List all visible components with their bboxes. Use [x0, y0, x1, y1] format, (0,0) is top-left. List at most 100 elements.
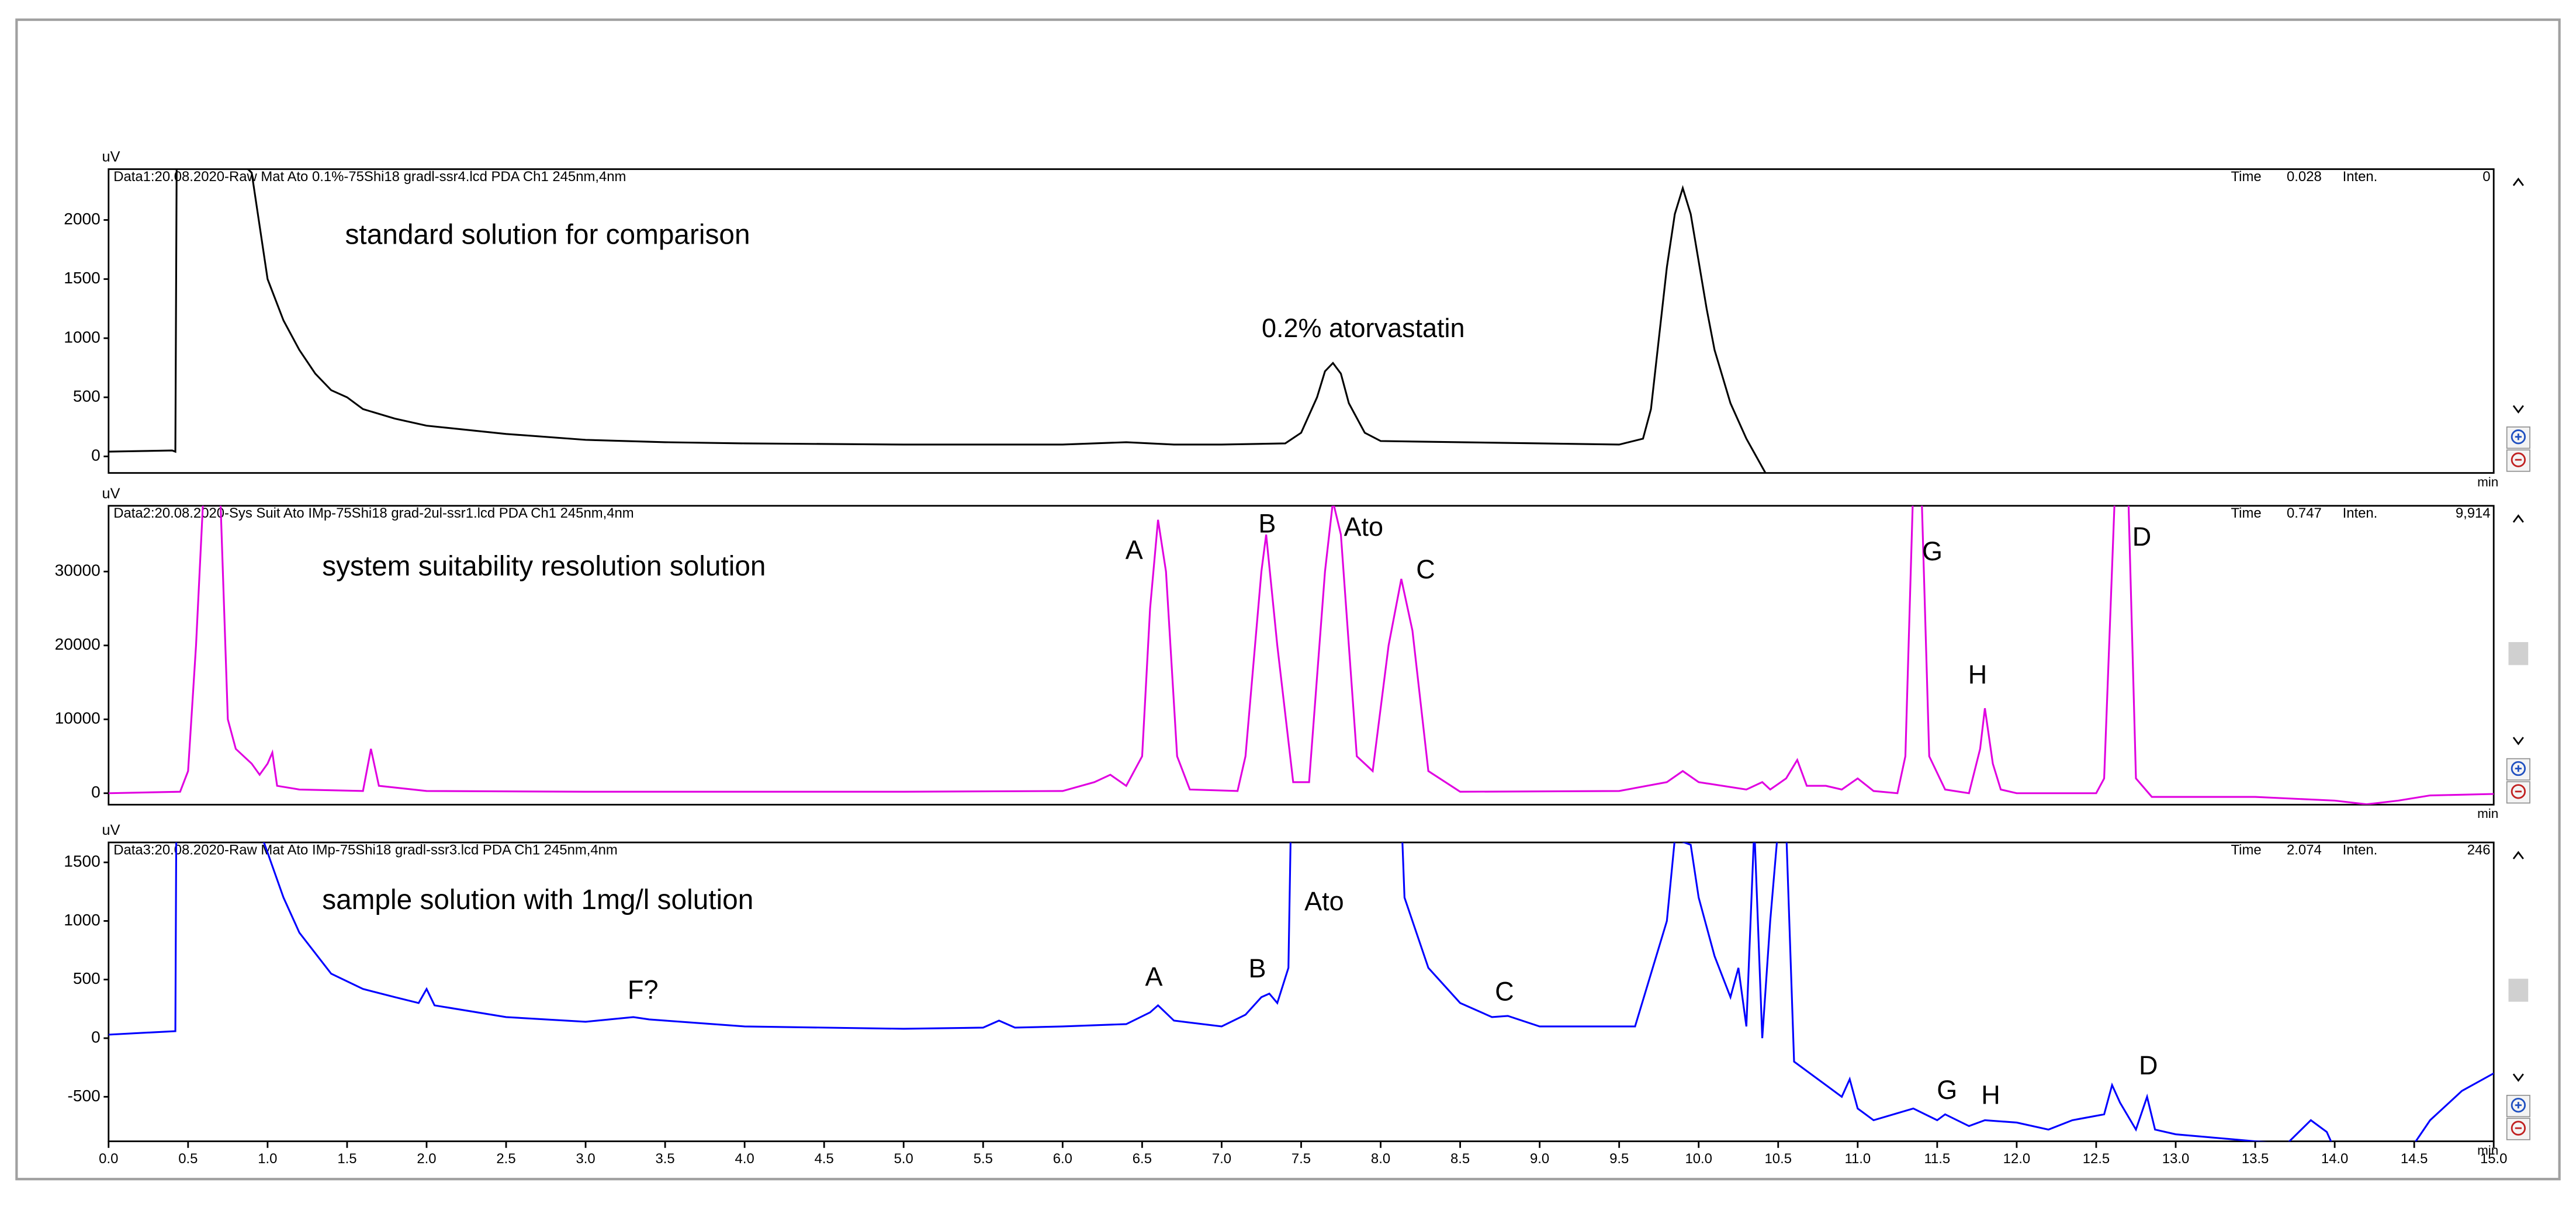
x-tick-label: 8.0 — [1371, 1151, 1390, 1167]
scroll-down — [2512, 405, 2524, 414]
scroll-up — [2512, 514, 2524, 523]
chromatogram-line — [108, 169, 1767, 473]
x-tick-label: 0.0 — [99, 1151, 118, 1167]
x-tick-label: 6.0 — [1053, 1151, 1072, 1167]
x-tick-label: 5.5 — [974, 1151, 993, 1167]
y-unit: uV — [102, 485, 120, 502]
y-unit: uV — [102, 149, 120, 165]
annotation: G — [1937, 1075, 1957, 1105]
x-tick-label: 5.0 — [894, 1151, 913, 1167]
x-tick-label: 9.5 — [1609, 1151, 1629, 1167]
data-file-label: Data2:20.08.2020-Sys Suit Ato IMp-75Shi1… — [113, 505, 634, 521]
x-tick-label: 1.0 — [258, 1151, 277, 1167]
annotation: D — [2132, 522, 2151, 552]
x-tick-label: 13.0 — [2162, 1151, 2189, 1167]
annotation: D — [2139, 1050, 2158, 1080]
annotation: C — [1495, 976, 1514, 1006]
y-tick-label: 500 — [73, 387, 101, 405]
panel-frame — [108, 168, 2495, 474]
zoom-icon — [2511, 1121, 2526, 1136]
y-tick-label: -500 — [67, 1087, 100, 1105]
readout-text: Time — [2231, 169, 2261, 185]
x-tick-label: 3.0 — [576, 1151, 595, 1167]
x-tick-label: 4.0 — [735, 1151, 754, 1167]
x-unit: min — [2477, 1143, 2498, 1157]
x-tick-label: 2.0 — [417, 1151, 436, 1167]
readout-text: Inten. — [2343, 169, 2378, 185]
zoom-icon — [2511, 761, 2526, 776]
x-tick-label: 7.0 — [1212, 1151, 1231, 1167]
scroll-thumb — [2508, 979, 2529, 1002]
x-unit: min — [2477, 474, 2498, 489]
annotation: A — [1145, 962, 1162, 991]
data-file-label: Data3:20.08.2020-Raw Mat Ato IMp-75Shi18… — [113, 842, 618, 858]
y-tick-label: 1000 — [64, 911, 101, 929]
y-tick-label: 500 — [73, 969, 101, 987]
x-tick-label: 9.0 — [1530, 1151, 1549, 1167]
annotation: A — [1126, 535, 1143, 564]
annotation: H — [1968, 660, 1987, 689]
readout-text: 2.074 — [2287, 842, 2322, 858]
x-tick-label: 7.5 — [1292, 1151, 1311, 1167]
readout-text: 9,914 — [2456, 505, 2491, 521]
x-tick-label: 0.5 — [178, 1151, 198, 1167]
zoom-icon — [2511, 452, 2526, 467]
x-tick-label: 14.5 — [2401, 1151, 2428, 1167]
annotation: system suitability resolution solution — [322, 551, 766, 582]
scroll-down — [2512, 737, 2524, 745]
readout-text: Time — [2231, 505, 2261, 521]
chromatogram-line — [108, 505, 2494, 805]
readout-text: Inten. — [2343, 505, 2378, 521]
x-tick-label: 8.5 — [1450, 1151, 1470, 1167]
zoom-icon — [2511, 1098, 2526, 1113]
annotation: B — [1258, 508, 1276, 538]
zoom-icon — [2511, 429, 2526, 445]
x-tick-label: 14.0 — [2321, 1151, 2348, 1167]
y-tick-label: 1000 — [64, 328, 101, 346]
annotation: 0.2% atorvastatin — [1262, 313, 1464, 343]
readout-text: Inten. — [2343, 842, 2378, 858]
x-tick-label: 13.5 — [2242, 1151, 2269, 1167]
window-frame — [15, 18, 2561, 1181]
zoom-icon — [2511, 784, 2526, 799]
readout-text: 246 — [2467, 842, 2491, 858]
annotation: standard solution for comparison — [345, 219, 750, 250]
x-tick-label: 11.5 — [1924, 1151, 1951, 1167]
x-tick-label: 10.5 — [1765, 1151, 1792, 1167]
scroll-up — [2512, 851, 2524, 859]
x-tick-label: 15.0 — [2480, 1151, 2507, 1167]
x-tick-label: 12.5 — [2083, 1151, 2110, 1167]
data-file-label: Data1:20.08.2020-Raw Mat Ato 0.1%-75Shi1… — [113, 169, 626, 185]
x-tick-label: 11.0 — [1844, 1151, 1871, 1167]
x-tick-label: 10.0 — [1685, 1151, 1712, 1167]
annotation: Ato — [1304, 886, 1344, 916]
readout-text: 0.028 — [2287, 169, 2322, 185]
scroll-up — [2512, 178, 2524, 186]
y-tick-label: 10000 — [55, 709, 101, 727]
x-tick-label: 2.5 — [496, 1151, 515, 1167]
y-tick-label: 2000 — [64, 210, 101, 228]
x-tick-label: 6.5 — [1133, 1151, 1152, 1167]
x-tick-label: 1.5 — [337, 1151, 356, 1167]
x-tick-label: 12.0 — [2003, 1151, 2030, 1167]
y-tick-label: 0 — [91, 1028, 101, 1046]
annotation: sample solution with 1mg/l solution — [322, 885, 753, 915]
y-tick-label: 1500 — [64, 269, 101, 287]
y-unit: uV — [102, 822, 120, 838]
scroll-thumb — [2508, 642, 2529, 665]
readout-text: Time — [2231, 842, 2261, 858]
y-tick-label: 30000 — [55, 561, 101, 580]
annotation: Ato — [1344, 512, 1384, 542]
readout-text: 0.747 — [2287, 505, 2322, 521]
panel-frame — [108, 841, 2495, 1142]
scroll-down — [2512, 1073, 2524, 1082]
y-tick-label: 1500 — [64, 852, 101, 870]
annotation: B — [1249, 953, 1266, 983]
panel-frame — [108, 505, 2495, 806]
annotation: C — [1416, 554, 1435, 584]
y-tick-label: 0 — [91, 446, 101, 464]
annotation: G — [1922, 536, 1943, 566]
readout-text: 0 — [2482, 169, 2490, 185]
